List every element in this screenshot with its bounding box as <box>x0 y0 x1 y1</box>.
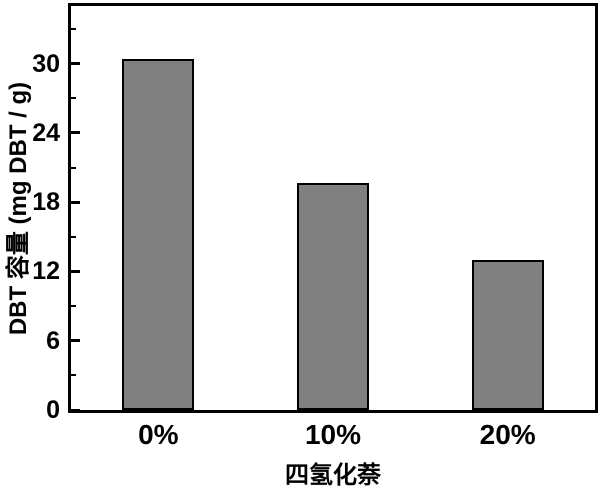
y-minor-tick <box>71 166 76 169</box>
x-tick-label: 0% <box>138 419 179 450</box>
plot-area <box>68 3 598 413</box>
y-minor-tick <box>71 97 76 100</box>
y-major-tick <box>71 200 80 204</box>
y-tick-label: 18 <box>32 188 60 217</box>
y-major-tick <box>71 62 80 66</box>
x-tick-label: 10% <box>304 419 362 450</box>
y-minor-tick <box>71 374 76 377</box>
plot-inner <box>71 6 595 412</box>
y-major-tick <box>71 408 80 412</box>
x-axis-title: 四氢化萘 <box>285 462 381 489</box>
bar-20% <box>471 259 544 410</box>
bar-10% <box>297 182 369 410</box>
y-major-tick <box>71 269 80 273</box>
y-major-tick <box>71 131 80 135</box>
x-tick-label: 20% <box>479 419 536 450</box>
y-minor-tick <box>71 305 76 308</box>
bar-0% <box>122 59 195 410</box>
y-tick-label: 12 <box>32 257 60 286</box>
y-minor-tick <box>71 28 76 31</box>
y-major-tick <box>71 339 80 343</box>
y-tick-label: 30 <box>32 49 60 78</box>
y-tick-label: 0 <box>46 396 60 424</box>
y-tick-label: 24 <box>32 118 60 147</box>
y-tick-label: 6 <box>46 326 60 355</box>
y-minor-tick <box>71 235 76 238</box>
